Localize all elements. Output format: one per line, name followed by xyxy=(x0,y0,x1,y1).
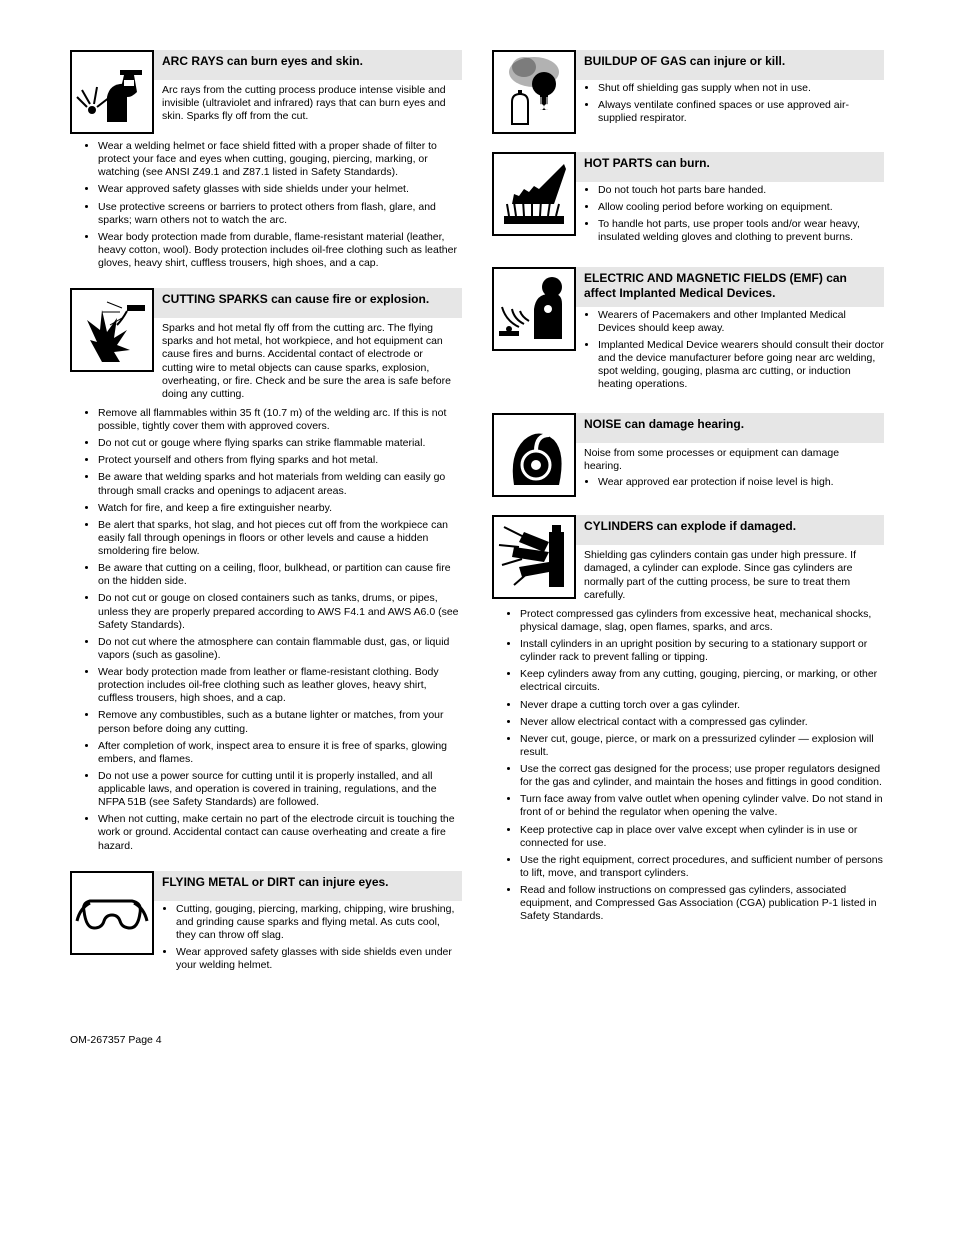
list-item: Wearers of Pacemakers and other Implante… xyxy=(598,309,884,335)
bullet-list: Wear a welding helmet or face shield fit… xyxy=(84,140,462,270)
bullet-list: Shut off shielding gas supply when not i… xyxy=(584,82,884,125)
section-gas-buildup: BUILDUP OF GAS can injure or kill. Shut … xyxy=(492,50,884,134)
list-item: Be alert that sparks, hot slag, and hot … xyxy=(98,519,462,558)
list-item: Wear approved ear protection if noise le… xyxy=(598,476,884,489)
list-item: Wear approved safety glasses with side s… xyxy=(176,946,462,972)
list-item: Do not cut or gouge where flying sparks … xyxy=(98,437,462,450)
bullet-list: Wear approved ear protection if noise le… xyxy=(584,476,884,489)
page-footer: OM-267357 Page 4 xyxy=(70,1034,884,1047)
section-title: CUTTING SPARKS can cause fire or explosi… xyxy=(154,288,462,318)
list-item: Do not use a power source for cutting un… xyxy=(98,770,462,809)
list-item: Always ventilate confined spaces or use … xyxy=(598,99,884,125)
list-item: Wear a welding helmet or face shield fit… xyxy=(98,140,462,179)
section-arc-rays: ARC RAYS can burn eyes and skin. Arc ray… xyxy=(70,50,462,270)
list-item: Wear body protection made from durable, … xyxy=(98,231,462,270)
footer-left: OM-267357 Page 4 xyxy=(70,1034,162,1047)
list-item: After completion of work, inspect area t… xyxy=(98,740,462,766)
list-item: Protect yourself and others from flying … xyxy=(98,454,462,467)
bullet-list: Remove all flammables within 35 ft (10.7… xyxy=(84,407,462,853)
section-hot-parts: HOT PARTS can burn. Do not touch hot par… xyxy=(492,152,884,249)
arc-rays-icon xyxy=(70,50,154,134)
list-item: Protect compressed gas cylinders from ex… xyxy=(520,608,884,634)
gas-fumes-icon xyxy=(492,50,576,134)
list-item: Turn face away from valve outlet when op… xyxy=(520,793,884,819)
section-intro: Shielding gas cylinders contain gas unde… xyxy=(576,545,884,602)
section-intro: Sparks and hot metal fly off from the cu… xyxy=(154,318,462,401)
section-title: BUILDUP OF GAS can injure or kill. xyxy=(576,50,884,80)
list-item: Read and follow instructions on compress… xyxy=(520,884,884,923)
list-item: Be aware that cutting on a ceiling, floo… xyxy=(98,562,462,588)
list-item: Remove all flammables within 35 ft (10.7… xyxy=(98,407,462,433)
section-title: ARC RAYS can burn eyes and skin. xyxy=(154,50,462,80)
list-item: To handle hot parts, use proper tools an… xyxy=(598,218,884,244)
list-item: Use protective screens or barriers to pr… xyxy=(98,201,462,227)
list-item: When not cutting, make certain no part o… xyxy=(98,813,462,852)
list-item: Wear approved safety glasses with side s… xyxy=(98,183,462,196)
bullet-list: Cutting, gouging, piercing, marking, chi… xyxy=(162,903,462,973)
section-intro: Noise from some processes or equipment c… xyxy=(576,443,884,473)
list-item: Remove any combustibles, such as a butan… xyxy=(98,709,462,735)
list-item: Do not cut or gouge on closed containers… xyxy=(98,592,462,631)
list-item: Allow cooling period before working on e… xyxy=(598,201,884,214)
list-item: Keep protective cap in place over valve … xyxy=(520,824,884,850)
section-emf: ELECTRIC AND MAGNETIC FIELDS (EMF) can a… xyxy=(492,267,884,396)
section-title: HOT PARTS can burn. xyxy=(576,152,884,182)
list-item: Never drape a cutting torch over a gas c… xyxy=(520,699,884,712)
section-intro: Arc rays from the cutting process produc… xyxy=(154,80,462,123)
section-title: FLYING METAL or DIRT can injure eyes. xyxy=(154,871,462,901)
section-cylinders: CYLINDERS can explode if damaged. Shield… xyxy=(492,515,884,923)
list-item: Use the right equipment, correct procedu… xyxy=(520,854,884,880)
list-item: Watch for fire, and keep a fire extingui… xyxy=(98,502,462,515)
explosion-icon xyxy=(70,288,154,372)
list-item: Shut off shielding gas supply when not i… xyxy=(598,82,884,95)
list-item: Never allow electrical contact with a co… xyxy=(520,716,884,729)
section-cutting-sparks: CUTTING SPARKS can cause fire or explosi… xyxy=(70,288,462,853)
list-item: Do not cut where the atmosphere can cont… xyxy=(98,636,462,662)
cylinder-icon xyxy=(492,515,576,599)
list-item: Use the correct gas designed for the pro… xyxy=(520,763,884,789)
right-column: BUILDUP OF GAS can injure or kill. Shut … xyxy=(492,50,884,994)
list-item: Cutting, gouging, piercing, marking, chi… xyxy=(176,903,462,942)
bullet-list: Protect compressed gas cylinders from ex… xyxy=(506,608,884,924)
list-item: Wear body protection made from leather o… xyxy=(98,666,462,705)
section-noise: NOISE can damage hearing. Noise from som… xyxy=(492,413,884,497)
list-item: Implanted Medical Device wearers should … xyxy=(598,339,884,392)
emf-icon xyxy=(492,267,576,351)
hot-hand-icon xyxy=(492,152,576,236)
section-flying-metal: FLYING METAL or DIRT can injure eyes. Cu… xyxy=(70,871,462,977)
list-item: Keep cylinders away from any cutting, go… xyxy=(520,668,884,694)
noise-icon xyxy=(492,413,576,497)
section-title: NOISE can damage hearing. xyxy=(576,413,884,443)
bullet-list: Wearers of Pacemakers and other Implante… xyxy=(584,309,884,392)
bullet-list: Do not touch hot parts bare handed. Allo… xyxy=(584,184,884,245)
left-column: ARC RAYS can burn eyes and skin. Arc ray… xyxy=(70,50,462,994)
list-item: Install cylinders in an upright position… xyxy=(520,638,884,664)
list-item: Be aware that welding sparks and hot mat… xyxy=(98,471,462,497)
section-title: ELECTRIC AND MAGNETIC FIELDS (EMF) can a… xyxy=(576,267,884,307)
goggles-icon xyxy=(70,871,154,955)
section-title: CYLINDERS can explode if damaged. xyxy=(576,515,884,545)
list-item: Do not touch hot parts bare handed. xyxy=(598,184,884,197)
list-item: Never cut, gouge, pierce, or mark on a p… xyxy=(520,733,884,759)
